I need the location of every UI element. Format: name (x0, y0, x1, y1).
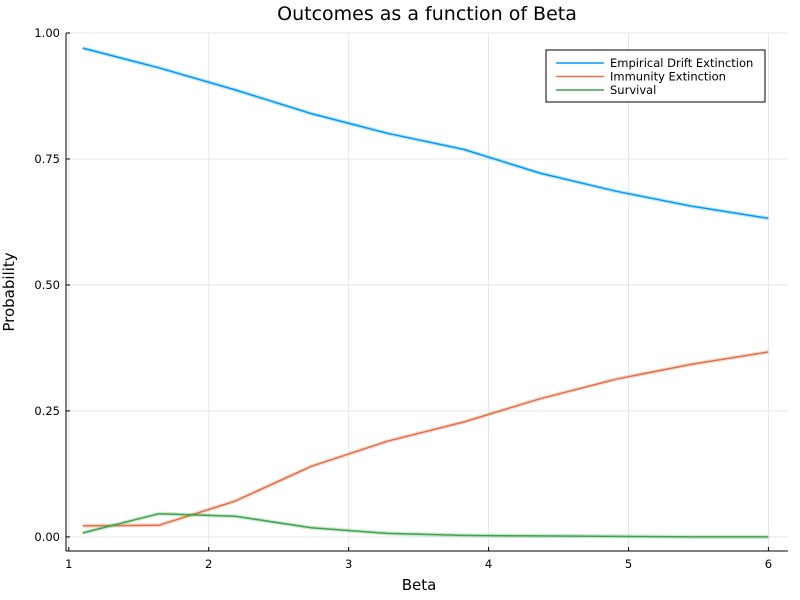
y-tick-label: 0.00 (34, 530, 60, 544)
series-line-empirical-drift-extinction (82, 47, 769, 220)
series-line-survival (82, 512, 769, 538)
x-tick-label: 2 (205, 557, 212, 571)
chart-title: Outcomes as a function of Beta (277, 3, 577, 25)
y-tick-label: 0.25 (34, 404, 60, 418)
series-layer (82, 46, 769, 539)
x-tick-label: 3 (345, 557, 352, 571)
x-axis-label: Beta (402, 576, 437, 594)
x-tick-label: 6 (765, 557, 772, 571)
legend-label: Immunity Extinction (610, 70, 726, 84)
y-tick-label: 0.75 (34, 152, 60, 166)
y-axis-label: Probability (0, 252, 18, 331)
x-tick-label: 5 (625, 557, 632, 571)
legend-label: Survival (610, 83, 656, 97)
y-tick-label: 1.00 (34, 26, 60, 40)
series-band-immunity-extinction (82, 350, 769, 528)
grid-layer (66, 32, 788, 551)
x-tick-label: 4 (485, 557, 492, 571)
x-tick-label: 1 (65, 557, 72, 571)
axes-layer (65, 33, 788, 552)
legend-label: Empirical Drift Extinction (610, 56, 753, 70)
ticks-layer: 1 2 3 4 5 6 0.00 0.25 0.50 0.75 1.00 (34, 26, 772, 571)
series-line-immunity-extinction (82, 351, 769, 527)
y-tick-label: 0.50 (34, 278, 60, 292)
